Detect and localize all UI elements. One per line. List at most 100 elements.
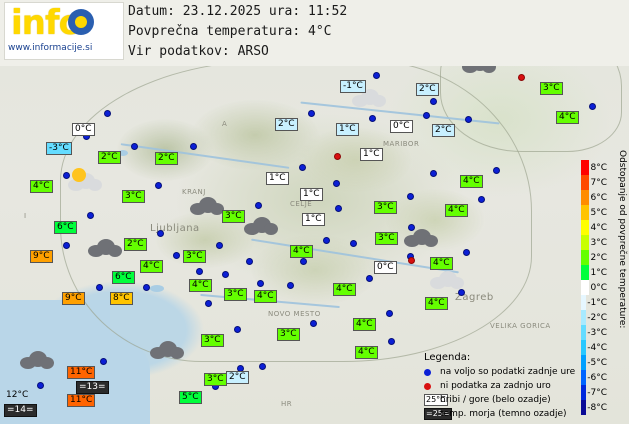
station-dot-available[interactable]	[350, 240, 357, 247]
temperature-label: 4°C	[460, 175, 483, 188]
station-dot-available[interactable]	[310, 320, 317, 327]
temperature-label: 3°C	[540, 82, 563, 95]
station-dot-available[interactable]	[100, 358, 107, 365]
temperature-label: 4°C	[140, 260, 163, 273]
temperature-label: -3°C	[46, 142, 72, 155]
temperature-label: 0°C	[72, 123, 95, 136]
site-logo[interactable]: info www.informacije.si	[4, 2, 124, 60]
station-dot-available[interactable]	[222, 271, 229, 278]
station-dot-available[interactable]	[196, 268, 203, 275]
scale-value: 2°C	[590, 252, 607, 263]
station-dot-available[interactable]	[287, 282, 294, 289]
scale-value: 3°C	[590, 237, 607, 248]
station-dot-available[interactable]	[430, 170, 437, 177]
scale-swatch	[581, 175, 590, 190]
legend-box: Legenda: na voljo so podatki zadnje ure n…	[424, 352, 614, 421]
station-dot-available[interactable]	[333, 180, 340, 187]
station-dot-available[interactable]	[155, 182, 162, 189]
station-dot-available[interactable]	[458, 289, 465, 296]
legend-title: Legenda:	[424, 352, 471, 363]
station-dot-available[interactable]	[373, 72, 380, 79]
temperature-label: 6°C	[54, 221, 77, 234]
station-dot-available[interactable]	[190, 143, 197, 150]
station-dot-available[interactable]	[205, 300, 212, 307]
station-dot-available[interactable]	[255, 202, 262, 209]
temperature-label: 1°C	[266, 172, 289, 185]
station-dot-available[interactable]	[216, 242, 223, 249]
temperature-label: 2°C	[124, 238, 147, 251]
legend-red-dot-icon	[424, 382, 440, 390]
scale-entry: 5°C	[581, 205, 607, 220]
station-dot-available[interactable]	[407, 193, 414, 200]
scale-entry: -2°C	[581, 310, 607, 325]
place-label: A	[222, 120, 228, 128]
station-dot-available[interactable]	[369, 115, 376, 122]
scale-value: -6°C	[587, 372, 607, 383]
station-dot-available[interactable]	[589, 103, 596, 110]
station-dot-available[interactable]	[173, 252, 180, 259]
scale-value: 1°C	[590, 267, 607, 278]
station-dot-available[interactable]	[96, 284, 103, 291]
scale-value: 4°C	[590, 222, 607, 233]
station-dot-available[interactable]	[388, 338, 395, 345]
scale-swatch	[581, 205, 590, 220]
temperature-label: 4°C	[355, 346, 378, 359]
scale-swatch	[581, 340, 587, 355]
temperature-label: 11°C	[67, 394, 96, 407]
temperature-label: 2°C	[416, 83, 439, 96]
station-dot-available[interactable]	[63, 172, 70, 179]
station-dot-available[interactable]	[430, 98, 437, 105]
station-dot-available[interactable]	[63, 242, 70, 249]
station-dot-available[interactable]	[463, 249, 470, 256]
station-dot-available[interactable]	[478, 196, 485, 203]
place-label: HR	[281, 400, 293, 408]
station-dot-available[interactable]	[259, 363, 266, 370]
station-dot-available[interactable]	[386, 310, 393, 317]
station-dot-available[interactable]	[465, 116, 472, 123]
scale-value: -7°C	[587, 387, 607, 398]
scale-entry: 4°C	[581, 220, 607, 235]
legend-rows: na voljo so podatki zadnje ure ni podatka…	[424, 365, 614, 421]
scale-entry: -7°C	[581, 385, 607, 400]
station-dot-available[interactable]	[366, 275, 373, 282]
scale-swatch	[581, 325, 587, 340]
station-dot-available[interactable]	[157, 230, 164, 237]
temperature-label: 9°C	[30, 250, 53, 263]
cloud-icon	[430, 270, 464, 290]
station-dot-available[interactable]	[423, 112, 430, 119]
temperature-label: 4°C	[290, 245, 313, 258]
station-dot-available[interactable]	[299, 164, 306, 171]
station-dot-available[interactable]	[308, 110, 315, 117]
temperature-label: 2°C	[275, 118, 298, 131]
station-dot-available[interactable]	[87, 212, 94, 219]
temperature-label: 9°C	[62, 292, 85, 305]
scale-entry: -6°C	[581, 370, 607, 385]
station-dot-available[interactable]	[323, 237, 330, 244]
temperature-label: 1°C	[302, 213, 325, 226]
station-dot-available[interactable]	[37, 382, 44, 389]
station-dot-missing[interactable]	[518, 74, 525, 81]
scale-swatch	[581, 400, 587, 415]
scale-value: 8°C	[590, 162, 607, 173]
station-dot-available[interactable]	[234, 326, 241, 333]
temperature-label: 2°C	[432, 124, 455, 137]
station-dot-available[interactable]	[335, 205, 342, 212]
station-dot-available[interactable]	[143, 284, 150, 291]
temperature-label: 6°C	[112, 271, 135, 284]
temperature-label: 11°C	[67, 366, 96, 379]
header-info-text: Datum: 23.12.2025 ura: 11:52 Povprečna te…	[128, 2, 347, 62]
scale-swatch	[581, 250, 590, 265]
station-dot-missing[interactable]	[408, 257, 415, 264]
station-dot-available[interactable]	[246, 258, 253, 265]
station-dot-missing[interactable]	[334, 153, 341, 160]
legend-white-chip-icon: 25°C	[424, 394, 448, 406]
legend-dark-chip-icon: =25=	[424, 408, 452, 420]
station-dot-available[interactable]	[493, 167, 500, 174]
station-dot-available[interactable]	[104, 110, 111, 117]
station-dot-available[interactable]	[300, 258, 307, 265]
station-dot-available[interactable]	[408, 224, 415, 231]
temperature-label: =13=	[76, 381, 109, 394]
header-line-date: Datum: 23.12.2025 ura: 11:52	[128, 4, 348, 19]
station-dot-available[interactable]	[131, 143, 138, 150]
station-dot-available[interactable]	[257, 280, 264, 287]
